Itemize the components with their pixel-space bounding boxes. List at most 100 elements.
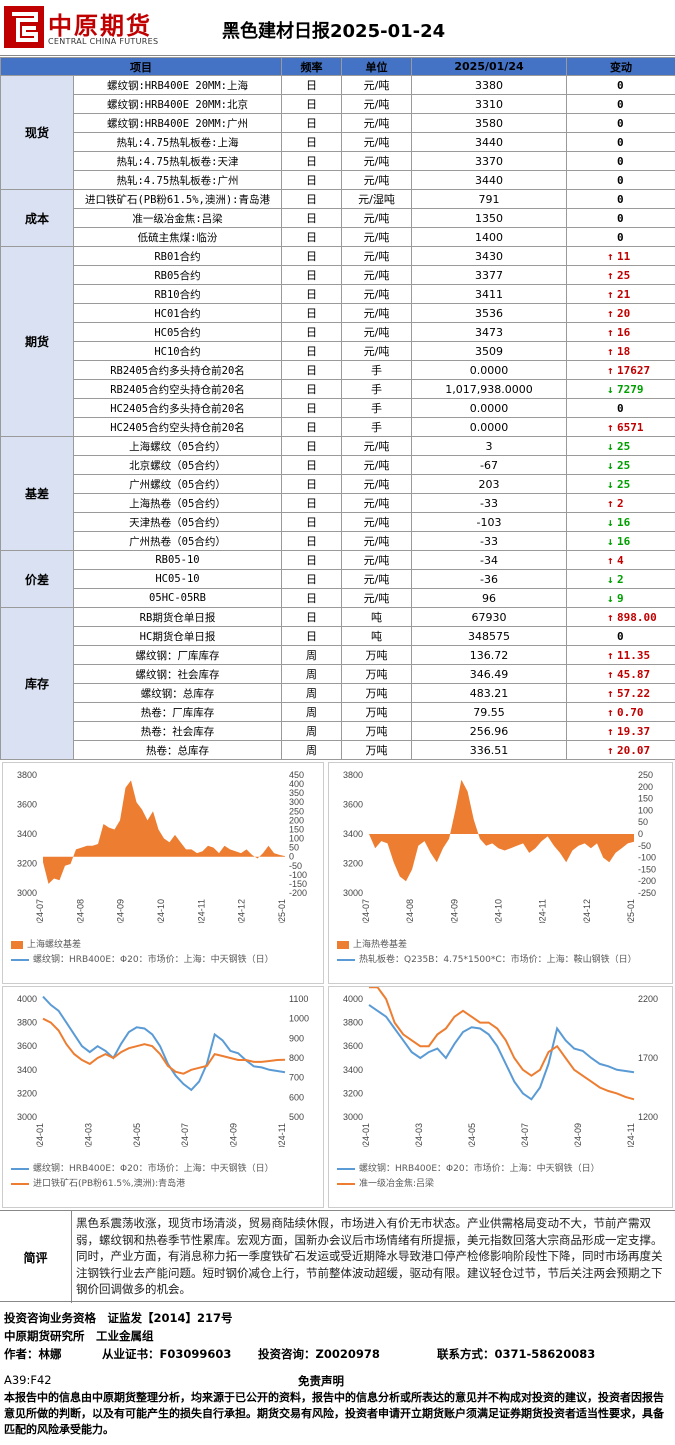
frequency-cell: 日 [281, 94, 342, 114]
y-right-tick-label: 200 [638, 782, 653, 792]
value-cell: -67 [411, 455, 567, 475]
arrow-up-icon: ↑ [607, 306, 614, 320]
arrow-up-icon: ↑ [607, 496, 614, 510]
change-value: 0 [617, 629, 624, 643]
y-left-tick-label: 3600 [343, 1041, 363, 1051]
y-left-tick-label: 3000 [343, 888, 363, 898]
legend-label: 螺纹钢：HRB400E：Φ20：市场价：上海：中天钢铁（日） [33, 955, 274, 965]
frequency-cell: 日 [281, 531, 342, 551]
table-row: 广州热卷（05合约）日元/吨 -33 ↓ 16 [1, 531, 675, 551]
table-row: RB2405合约多头持仓前20名日手 0.0000 ↑ 17627 [1, 360, 675, 380]
chart-plot: 3800 3600 3400 3200 3000 45040035030025020015… [17, 770, 307, 923]
item-cell: 上海热卷（05合约） [73, 493, 282, 513]
frequency-cell: 日 [281, 607, 342, 627]
change-value: 57.22 [617, 686, 651, 700]
category-cell: 期货 [0, 246, 74, 437]
unit-cell: 手 [341, 417, 412, 437]
y-left-tick-label: 4000 [17, 994, 37, 1004]
y-right-tick-label: 350 [289, 788, 304, 798]
change-value: 0 [617, 401, 624, 415]
table-row: HC05-10 日元/吨 -36 ↓ 2 [1, 569, 675, 589]
y-left-tick-label: 3200 [17, 859, 37, 869]
change-cell: ↑ 18 [566, 341, 675, 361]
arrow-up-icon: ↑ [607, 249, 614, 263]
table-row: HC10合约日元/吨 3509 ↑ 18 [1, 341, 675, 361]
value-cell: 96 [411, 588, 567, 608]
unit-cell: 元/吨 [341, 474, 412, 494]
x-tick-label: 2025-01 [626, 899, 636, 923]
unit-cell: 吨 [341, 607, 412, 627]
y-left-tick-label: 3400 [17, 829, 37, 839]
legend-swatch [337, 940, 349, 949]
arrow-up-icon: ↑ [607, 287, 614, 301]
chart-legend: 螺纹钢：HRB400E：Φ20：市场价：上海：中天钢铁（日） 进口铁矿石(PB粉6… [11, 1163, 317, 1193]
value-cell: 0.0000 [411, 417, 567, 437]
table-row: HC2405合约多头持仓前20名日手 0.0000 0 [1, 398, 675, 418]
change-value: 17627 [617, 363, 651, 377]
item-cell: 热轧:4.75热轧板卷:天津 [73, 151, 282, 171]
frequency-cell: 日 [281, 550, 342, 570]
y-left-tick-label: 3800 [17, 770, 37, 780]
y-right-tick-label: 500 [289, 1112, 304, 1122]
chart-4: 4000 3800 3600 3400 3200 3000 2200 1700 1200 2024… [328, 986, 673, 1208]
table-row: 螺纹钢:HRB400E 20MM:广州日元/吨 3580 0 [1, 113, 675, 133]
commentary-label: 简评 [0, 1211, 72, 1303]
item-cell: 进口铁矿石(PB粉61.5%,澳洲):青岛港 [73, 189, 282, 209]
arrow-down-icon: ↓ [607, 477, 614, 491]
series-line-1 [368, 1004, 635, 1101]
legend-entry: 螺纹钢：HRB400E：Φ20：市场价：上海：中天钢铁（日） [11, 954, 317, 966]
x-tick-label: 2024-07 [180, 1123, 190, 1147]
table-row: HC01合约日元/吨 3536 ↑ 20 [1, 303, 675, 323]
frequency-cell: 日 [281, 208, 342, 228]
y-left-tick-label: 3400 [343, 829, 363, 839]
arrow-up-icon: ↑ [607, 553, 614, 567]
category-cell: 价差 [0, 550, 74, 608]
y-left-tick-label: 3000 [343, 1112, 363, 1122]
item-cell: HC2405合约空头持仓前20名 [73, 417, 282, 437]
value-cell: 348575 [411, 626, 567, 646]
legend-swatch [11, 1167, 29, 1170]
legend-swatch [11, 940, 23, 949]
item-cell: 热卷：厂库库存 [73, 702, 282, 722]
frequency-cell: 日 [281, 360, 342, 380]
change-value: 9 [617, 591, 624, 605]
y-right-tick-label: 400 [289, 779, 304, 789]
table-header-row: 项目 频率 单位 2025/01/24 变动 [0, 57, 675, 76]
organization-text: 中原期货研究所 工业金属组 [4, 1329, 154, 1343]
x-tick-label: 2024-11 [277, 1123, 287, 1147]
value-cell: 3310 [411, 94, 567, 114]
legend-entry: 螺纹钢：HRB400E：Φ20：市场价：上海：中天钢铁（日） [11, 1163, 317, 1175]
table-row: RB05合约日元/吨 3377 ↑ 25 [1, 265, 675, 285]
category-cell: 现货 [0, 75, 74, 190]
logo-mark-icon [4, 6, 44, 48]
y-right-tick-label: 150 [289, 824, 304, 834]
category-cell: 成本 [0, 189, 74, 247]
legend-label: 准一级冶金焦:吕梁 [359, 1179, 435, 1189]
unit-cell: 元/吨 [341, 246, 412, 266]
arrow-up-icon: ↑ [607, 724, 614, 738]
change-value: 0 [617, 211, 624, 225]
change-value: 20.07 [617, 743, 651, 757]
series-line-2 [369, 987, 635, 1101]
y-right-tick-label: -200 [638, 876, 656, 886]
arrow-down-icon: ↓ [607, 458, 614, 472]
item-cell: 天津热卷（05合约） [73, 512, 282, 532]
frequency-cell: 日 [281, 474, 342, 494]
report-header: 中原期货 CENTRAL CHINA FUTURES 黑色建材日报2025-01… [0, 0, 675, 56]
y-right-tick-label: 50 [289, 843, 299, 853]
y-left-tick-label: 3200 [17, 1088, 37, 1098]
value-cell: 3440 [411, 132, 567, 152]
value-cell: 336.51 [411, 740, 567, 760]
table-row: 热轧:4.75热轧板卷:广州日元/吨 3440 0 [1, 170, 675, 190]
value-cell: -36 [411, 569, 567, 589]
change-value: 16 [617, 515, 631, 529]
frequency-cell: 日 [281, 284, 342, 304]
change-value: 16 [617, 534, 631, 548]
table-row: 价差 RB05-10 日元/吨 -34 ↑ 4 [0, 550, 675, 608]
item-cell: 热轧:4.75热轧板卷:广州 [73, 170, 282, 190]
y-left-tick-label: 4000 [343, 994, 363, 1004]
frequency-cell: 周 [281, 740, 342, 760]
frequency-cell: 日 [281, 265, 342, 285]
y-right-tick-label: -50 [289, 861, 302, 871]
